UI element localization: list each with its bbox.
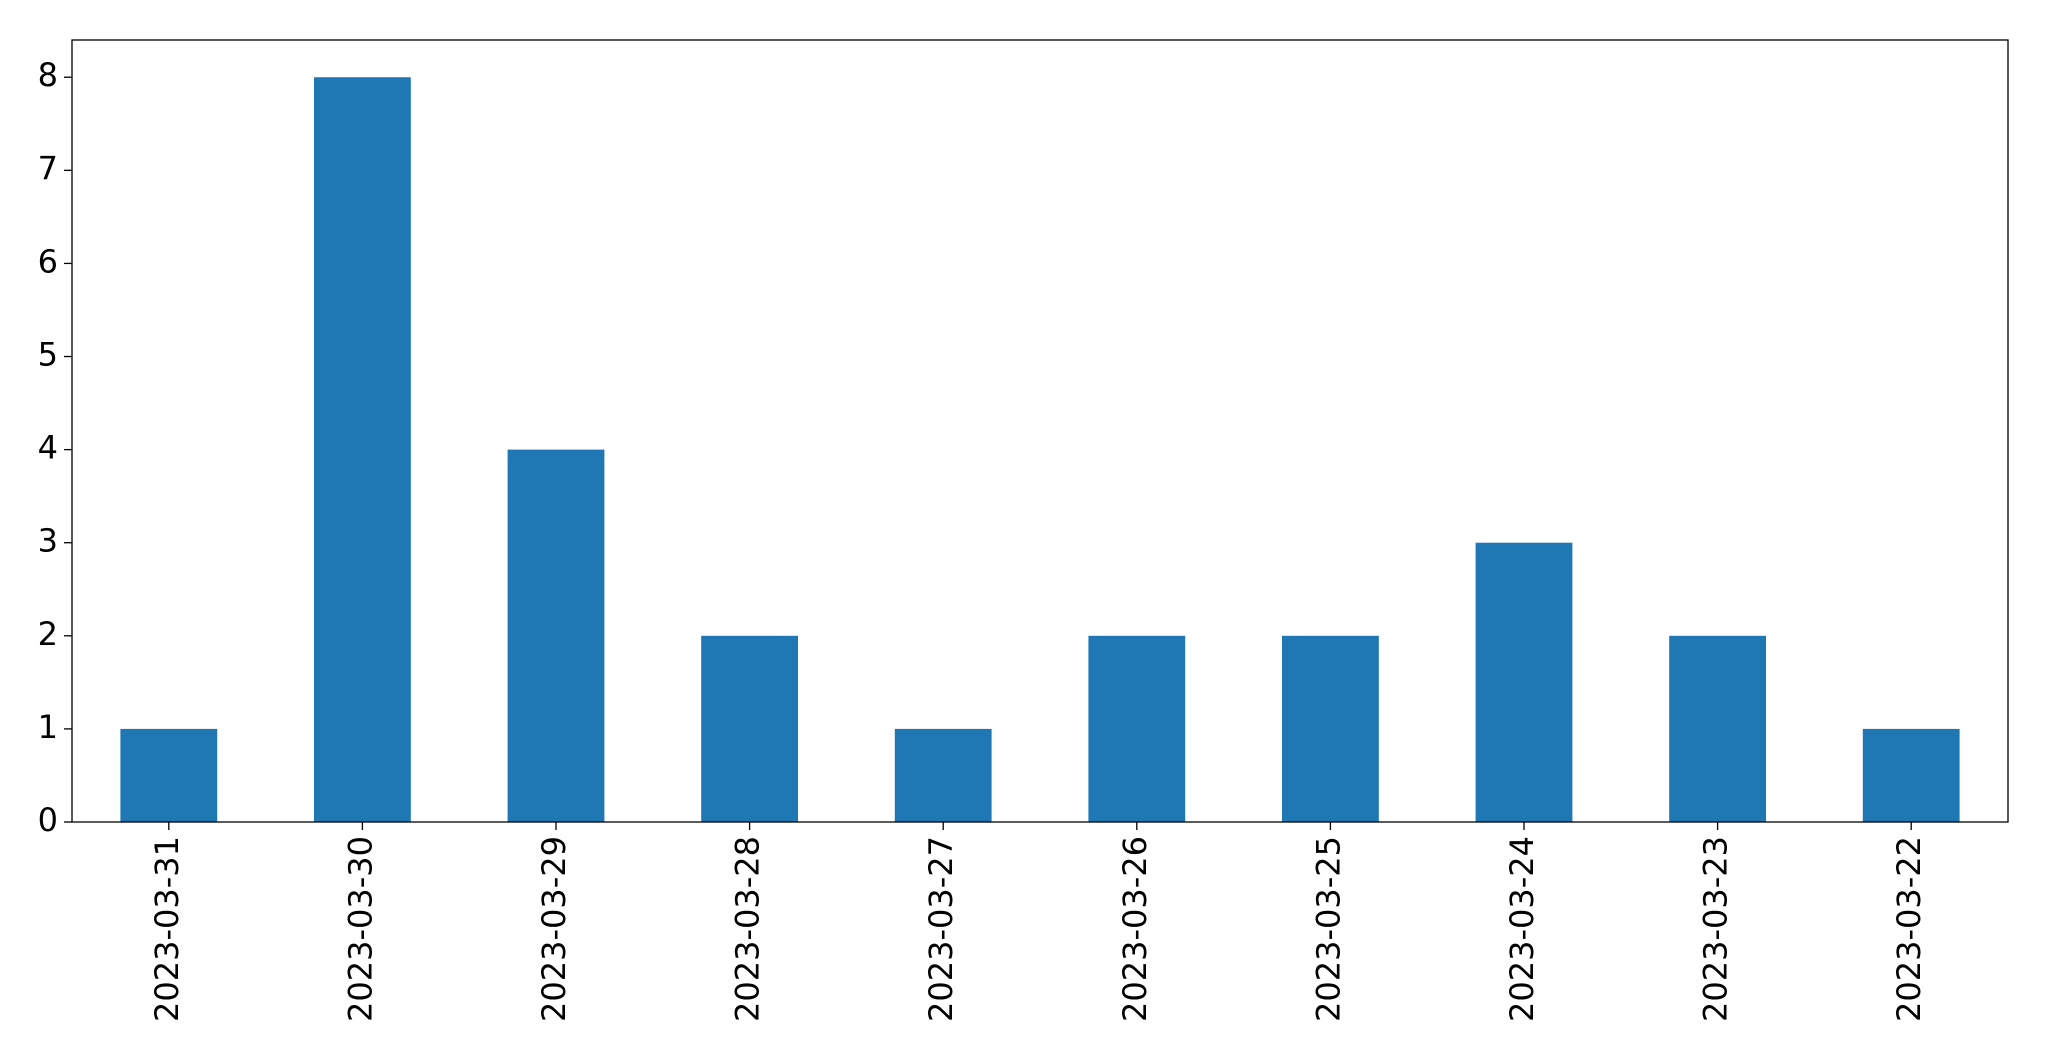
x-tick-label: 2023-03-26 — [1116, 836, 1154, 1022]
x-tick-label: 2023-03-31 — [148, 836, 186, 1022]
bar — [1475, 542, 1573, 822]
bar — [314, 77, 411, 822]
y-tick-label: 1 — [38, 708, 58, 746]
bar — [894, 728, 992, 822]
x-tick-label: 2023-03-28 — [729, 836, 767, 1022]
y-tick-label: 2 — [38, 615, 58, 653]
bar — [120, 728, 218, 822]
bar — [1862, 728, 1960, 822]
bar — [1088, 635, 1186, 822]
x-tick-label: 2023-03-27 — [922, 836, 960, 1022]
plot-frame — [71, 39, 2009, 823]
x-tick-label: 2023-03-23 — [1697, 836, 1735, 1022]
y-tick-label: 5 — [38, 336, 58, 374]
bar — [1669, 635, 1766, 822]
x-tick-label: 2023-03-22 — [1890, 836, 1928, 1022]
y-tick-label: 4 — [38, 429, 58, 467]
bar — [507, 449, 605, 822]
y-tick-label: 8 — [38, 56, 58, 94]
y-tick-label: 7 — [38, 149, 58, 187]
y-tick-label: 6 — [38, 242, 58, 280]
y-tick-label: 0 — [38, 801, 58, 839]
y-tick-label: 3 — [38, 522, 58, 560]
bar — [701, 635, 798, 822]
x-tick-label: 2023-03-25 — [1309, 836, 1347, 1022]
x-tick-label: 2023-03-29 — [535, 836, 573, 1022]
x-tick-label: 2023-03-30 — [341, 836, 379, 1022]
bar — [1282, 635, 1379, 822]
x-tick-label: 2023-03-24 — [1503, 836, 1541, 1022]
